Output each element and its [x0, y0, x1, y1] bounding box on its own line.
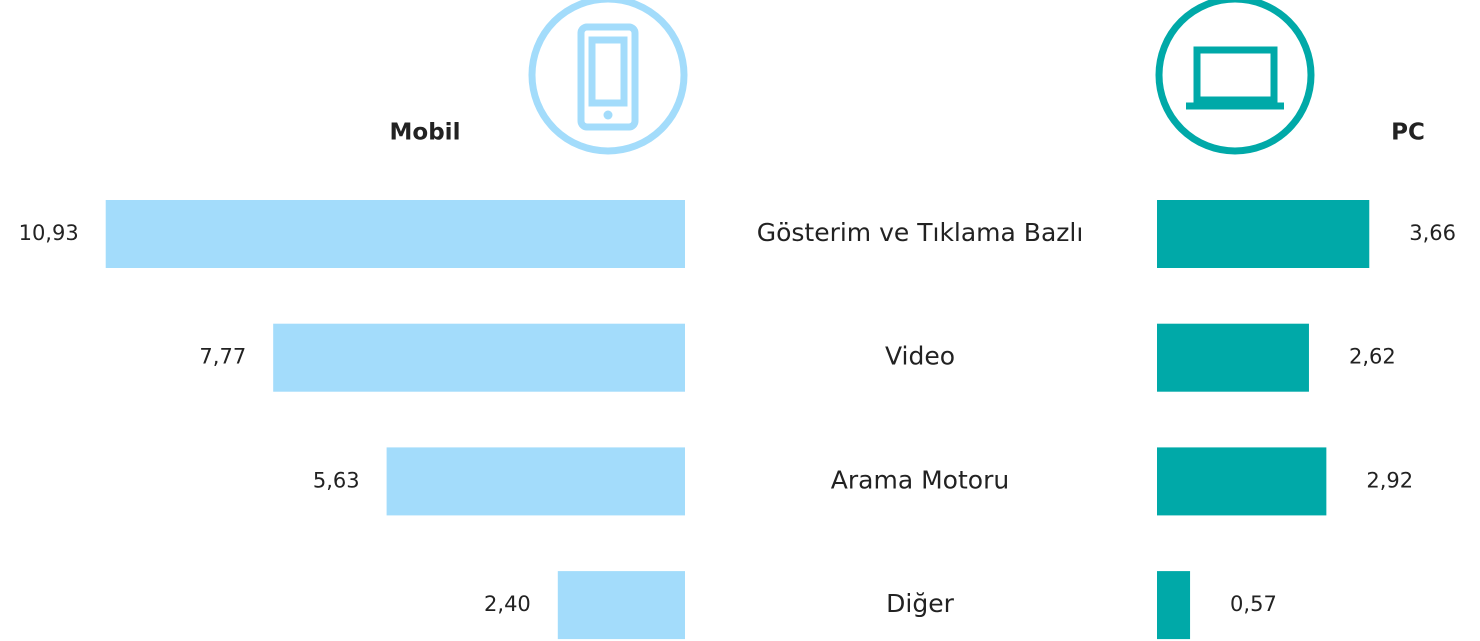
bar	[1157, 200, 1370, 268]
value-label: 10,93	[19, 221, 79, 245]
category-label: Arama Motoru	[831, 465, 1009, 494]
bar	[386, 447, 685, 516]
category-label: Video	[885, 342, 955, 371]
category-label: Gösterim ve Tıklama Bazlı	[757, 218, 1084, 247]
value-label: 7,77	[199, 345, 246, 369]
value-label: 3,66	[1409, 221, 1456, 245]
value-label: 5,63	[313, 468, 360, 492]
mobile-icon-button	[603, 110, 613, 120]
bar	[1157, 571, 1191, 640]
pc-icon	[1155, 0, 1315, 155]
bar	[1157, 447, 1327, 516]
value-label: 2,62	[1349, 345, 1396, 369]
series-title: Mobil	[390, 120, 461, 146]
bar	[1157, 323, 1309, 392]
value-label: 2,92	[1366, 468, 1413, 492]
mobile-icon	[528, 0, 688, 155]
bar	[273, 323, 685, 392]
category-label: Diğer	[886, 589, 954, 618]
series-title: PC	[1391, 120, 1425, 146]
bar	[557, 571, 685, 640]
bar	[105, 200, 685, 268]
value-label: 2,40	[484, 592, 531, 616]
value-label: 0,57	[1230, 592, 1277, 616]
